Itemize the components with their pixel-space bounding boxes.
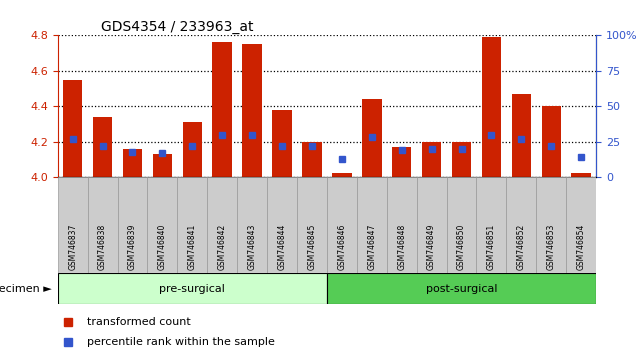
- Text: GSM746838: GSM746838: [98, 223, 107, 270]
- Text: GSM746850: GSM746850: [457, 223, 466, 270]
- Bar: [183, 122, 202, 177]
- Bar: [272, 110, 292, 177]
- Text: percentile rank within the sample: percentile rank within the sample: [87, 337, 275, 347]
- Bar: [63, 80, 82, 177]
- Text: GSM746846: GSM746846: [337, 223, 346, 270]
- Text: GSM746854: GSM746854: [577, 223, 586, 270]
- Bar: [327, 177, 357, 273]
- Bar: [58, 273, 327, 304]
- Bar: [572, 173, 591, 177]
- Text: pre-surgical: pre-surgical: [160, 284, 225, 293]
- Bar: [303, 142, 322, 177]
- Bar: [512, 94, 531, 177]
- Bar: [417, 177, 447, 273]
- Text: GSM746839: GSM746839: [128, 223, 137, 270]
- Bar: [117, 177, 147, 273]
- Bar: [212, 42, 232, 177]
- Bar: [537, 177, 566, 273]
- Text: GDS4354 / 233963_at: GDS4354 / 233963_at: [101, 21, 253, 34]
- Text: GSM746840: GSM746840: [158, 223, 167, 270]
- Bar: [506, 177, 537, 273]
- Bar: [327, 273, 596, 304]
- Text: GSM746852: GSM746852: [517, 223, 526, 270]
- Bar: [566, 177, 596, 273]
- Bar: [88, 177, 117, 273]
- Text: transformed count: transformed count: [87, 317, 191, 327]
- Bar: [178, 177, 207, 273]
- Text: GSM746837: GSM746837: [68, 223, 77, 270]
- Bar: [482, 37, 501, 177]
- Bar: [476, 177, 506, 273]
- Text: GSM746845: GSM746845: [308, 223, 317, 270]
- Bar: [422, 142, 441, 177]
- Text: GSM746843: GSM746843: [247, 223, 256, 270]
- Text: specimen ►: specimen ►: [0, 284, 51, 293]
- Bar: [237, 177, 267, 273]
- Bar: [297, 177, 327, 273]
- Bar: [387, 177, 417, 273]
- Bar: [242, 44, 262, 177]
- Bar: [392, 147, 412, 177]
- Bar: [93, 117, 112, 177]
- Bar: [357, 177, 387, 273]
- Bar: [58, 177, 88, 273]
- Bar: [147, 177, 178, 273]
- Text: GSM746849: GSM746849: [427, 223, 436, 270]
- Bar: [452, 142, 471, 177]
- Text: GSM746847: GSM746847: [367, 223, 376, 270]
- Bar: [267, 177, 297, 273]
- Text: GSM746842: GSM746842: [218, 223, 227, 270]
- Text: GSM746844: GSM746844: [278, 223, 287, 270]
- Bar: [542, 106, 561, 177]
- Bar: [123, 149, 142, 177]
- Bar: [153, 154, 172, 177]
- Text: GSM746851: GSM746851: [487, 223, 496, 270]
- Text: GSM746853: GSM746853: [547, 223, 556, 270]
- Bar: [332, 173, 351, 177]
- Text: GSM746848: GSM746848: [397, 223, 406, 270]
- Bar: [362, 99, 381, 177]
- Bar: [207, 177, 237, 273]
- Text: GSM746841: GSM746841: [188, 223, 197, 270]
- Text: post-surgical: post-surgical: [426, 284, 497, 293]
- Bar: [447, 177, 476, 273]
